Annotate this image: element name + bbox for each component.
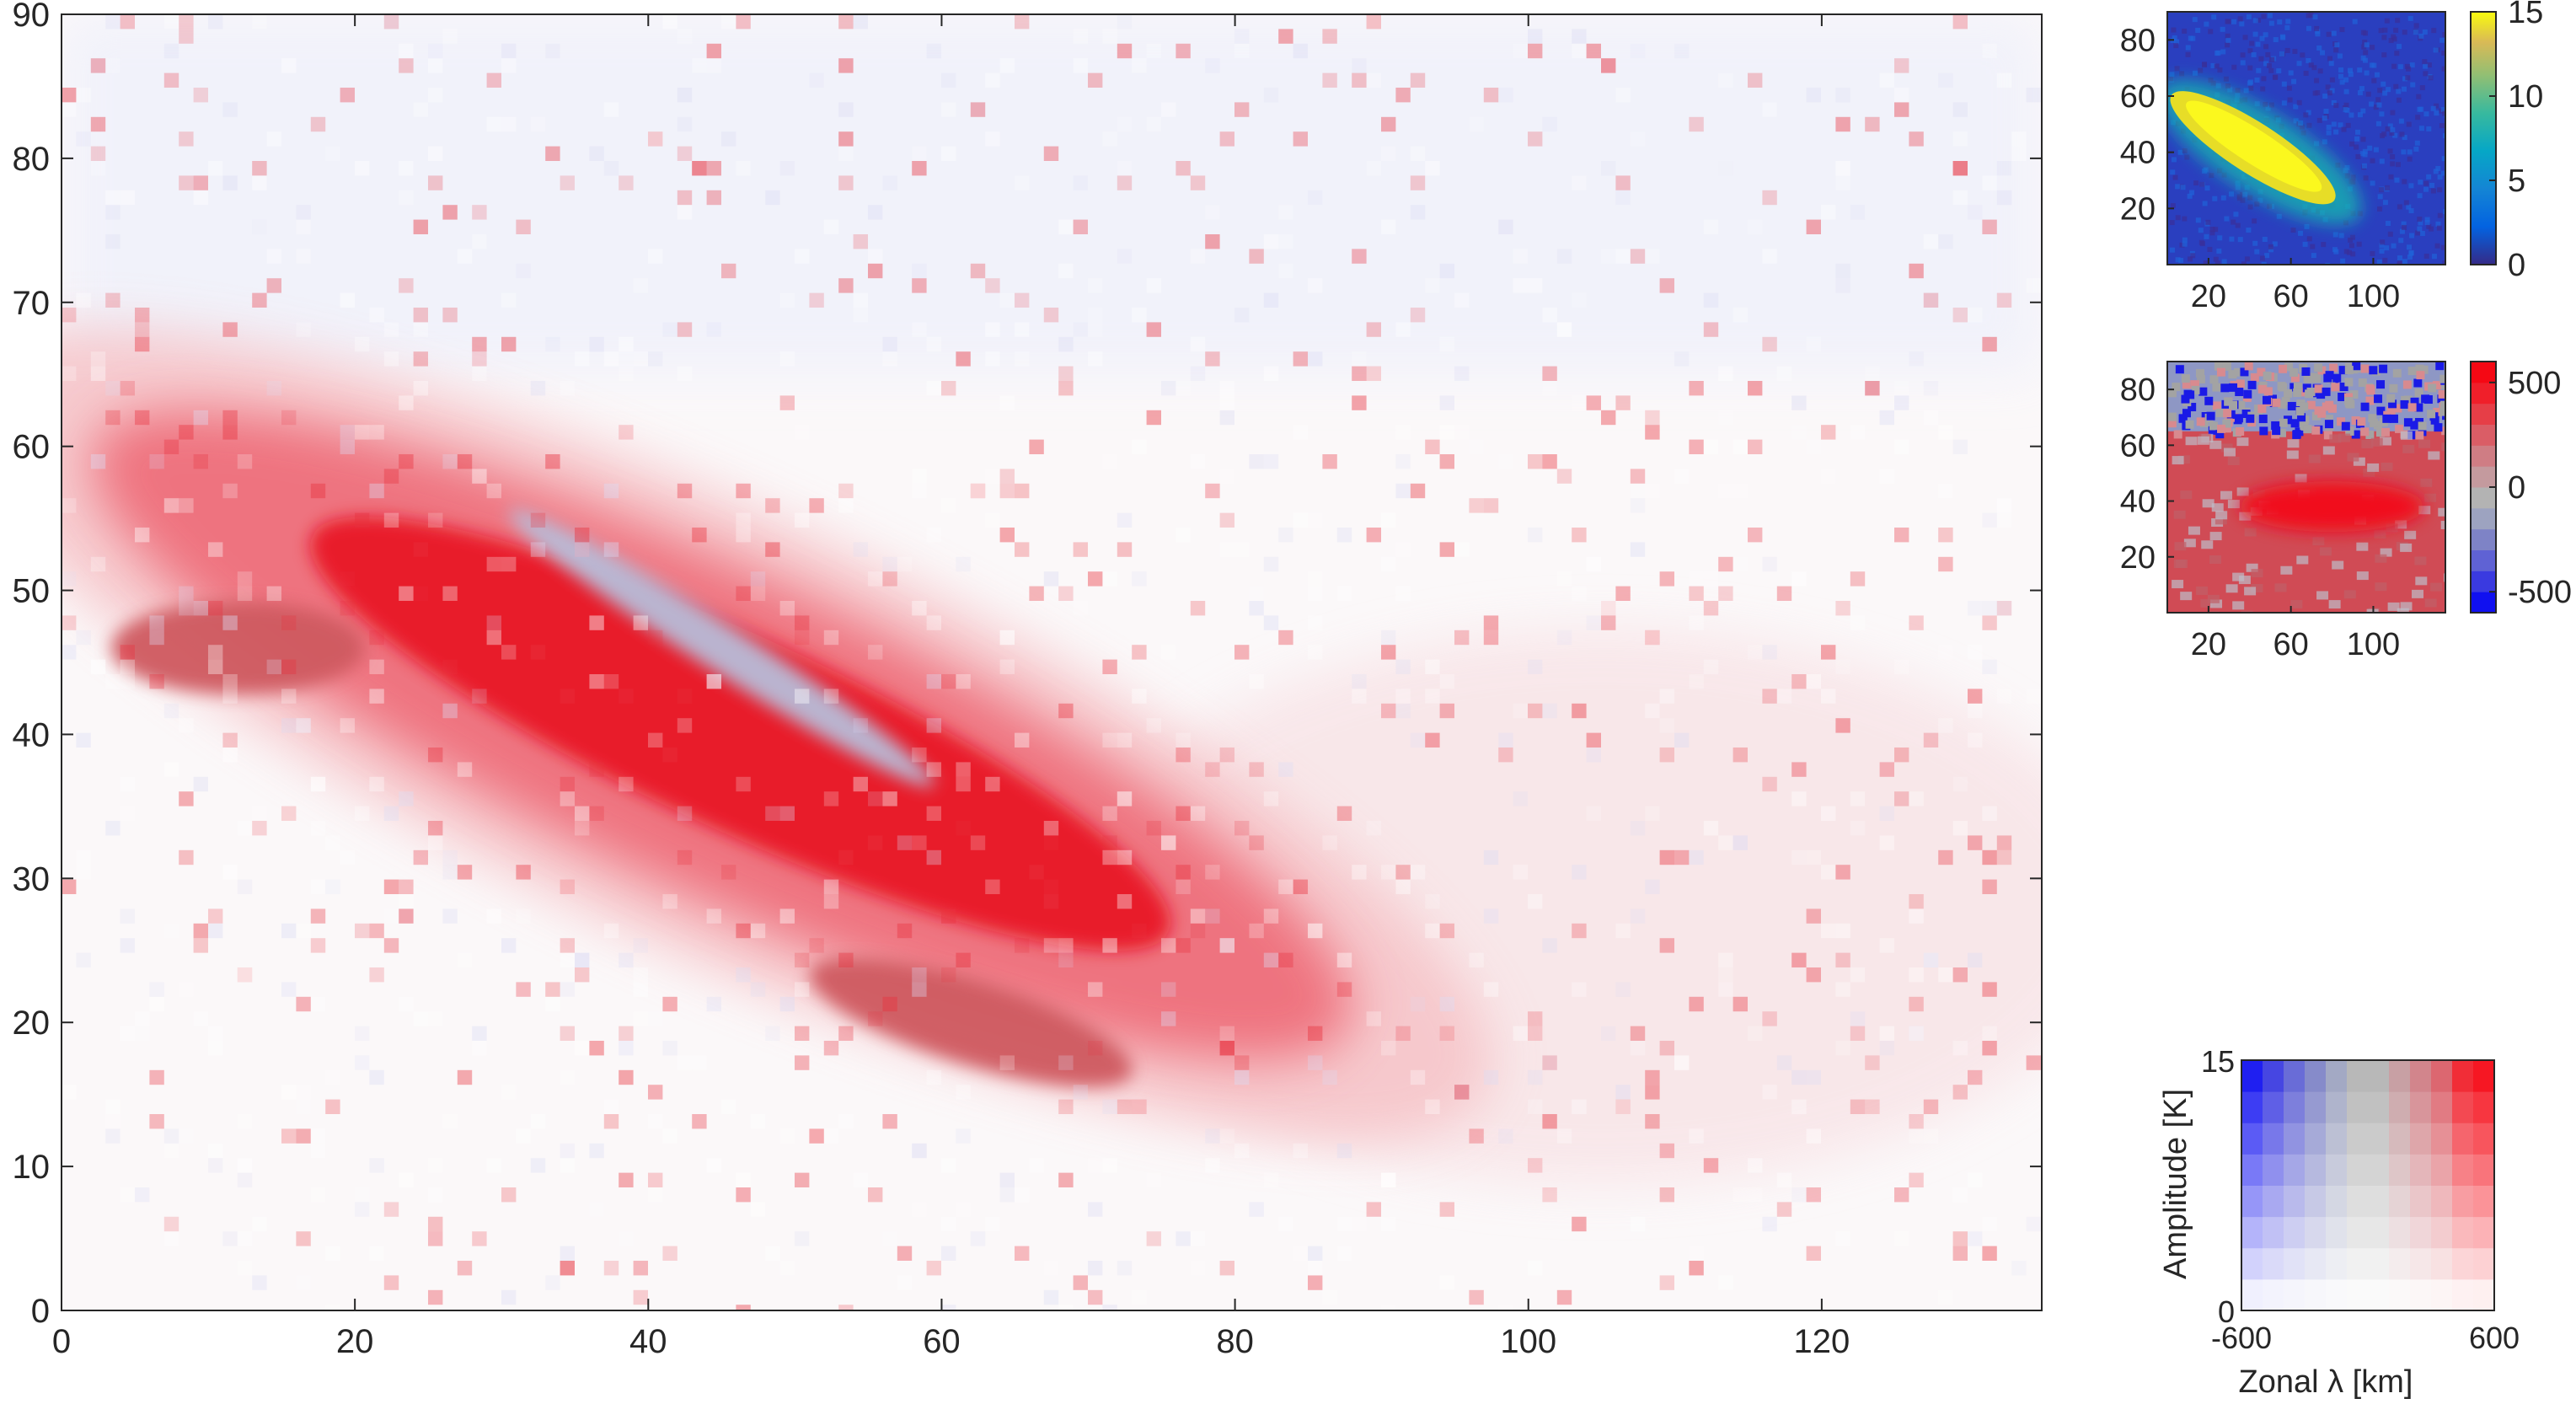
x-tick-label: 80 <box>1216 1323 1254 1360</box>
y-tick-label: 40 <box>13 716 51 753</box>
legend-y-tick-label: 15 <box>2201 1044 2235 1079</box>
x-tick-label: 100 <box>1500 1323 1556 1360</box>
inset-x-tick-label: 100 <box>2347 279 2400 314</box>
colorbar-tick-label: -500 <box>2508 575 2572 610</box>
inset-y-tick-label: 20 <box>2120 540 2156 576</box>
x-tick-label: 120 <box>1794 1323 1850 1360</box>
legend-xlabel: Zonal λ [km] <box>2239 1364 2413 1400</box>
colorbar-tick-label: 0 <box>2508 470 2525 506</box>
y-tick-label: 20 <box>13 1005 51 1042</box>
inset-y-tick-label: 80 <box>2120 23 2156 58</box>
inset-amplitude: 20 60 100 20 40 60 80 0 5 10 15 <box>2120 0 2544 314</box>
inset-wavelength-frame <box>2166 361 2446 614</box>
y-tick-label: 90 <box>13 0 51 34</box>
legend-frame <box>2241 1059 2495 1311</box>
y-tick-label: 60 <box>13 429 51 466</box>
core-south-east <box>809 957 1133 1087</box>
inset-wavelength-core <box>2239 481 2425 533</box>
y-tick-label: 70 <box>13 285 51 322</box>
y-tick-label: 0 <box>31 1293 50 1330</box>
inset-y-tick-label: 40 <box>2120 485 2156 520</box>
core-west <box>110 601 364 694</box>
colorbar-tick-label: 15 <box>2508 0 2543 30</box>
main-heatmap: 0 20 40 60 80 100 120 0 10 20 30 40 50 60 70 80 90 <box>13 0 2043 1360</box>
y-tick-label: 10 <box>13 1149 51 1186</box>
x-tick-label: 0 <box>52 1323 71 1360</box>
inset-amplitude-frame <box>2166 11 2446 265</box>
y-tick-label: 30 <box>13 860 51 898</box>
colorbar-tick-label: 5 <box>2508 163 2525 199</box>
inset-x-tick-label: 20 <box>2191 627 2226 662</box>
grey-streak <box>508 509 935 787</box>
bivariate-legend: -600 600 0 15 Zonal λ [km] Amplitude [K] <box>2158 1044 2520 1400</box>
colorbar-tick-label: 500 <box>2508 366 2561 401</box>
inset-y-tick-label: 20 <box>2120 191 2156 227</box>
inset-y-tick-label: 80 <box>2120 372 2156 408</box>
x-tick-label: 20 <box>336 1323 374 1360</box>
upper-region <box>62 14 2042 375</box>
legend-y-tick-label: 0 <box>2218 1294 2235 1329</box>
x-tick-label: 60 <box>923 1323 961 1360</box>
y-tick-label: 50 <box>13 573 51 610</box>
inset-amplitude-packet <box>2167 79 2362 225</box>
inset-x-tick-label: 20 <box>2191 279 2226 314</box>
inset-y-tick-label: 60 <box>2120 79 2156 115</box>
wave-packet <box>62 328 1492 1141</box>
x-tick-label: 40 <box>629 1323 667 1360</box>
y-tick-label: 80 <box>13 141 51 178</box>
main-plot-frame <box>61 13 2043 1311</box>
legend-x-tick-label: -600 <box>2211 1321 2272 1355</box>
inset-y-tick-label: 60 <box>2120 428 2156 464</box>
legend-ylabel: Amplitude [K] <box>2158 1089 2193 1279</box>
pixel-grain <box>62 14 2041 1310</box>
inset-x-tick-label: 60 <box>2273 627 2309 662</box>
inset-y-tick-label: 40 <box>2120 136 2156 171</box>
inset-wavelength-colorbar <box>2470 361 2497 614</box>
inset-wavelength: 20 60 100 20 40 60 80 500 0 -500 <box>2120 361 2572 662</box>
colorbar-tick-label: 0 <box>2508 248 2525 283</box>
legend-x-tick-label: 600 <box>2469 1321 2520 1355</box>
colorbar-tick-label: 10 <box>2508 79 2543 115</box>
inset-amplitude-colorbar <box>2470 11 2497 265</box>
inset-x-tick-label: 60 <box>2273 279 2309 314</box>
inset-x-tick-label: 100 <box>2347 627 2400 662</box>
